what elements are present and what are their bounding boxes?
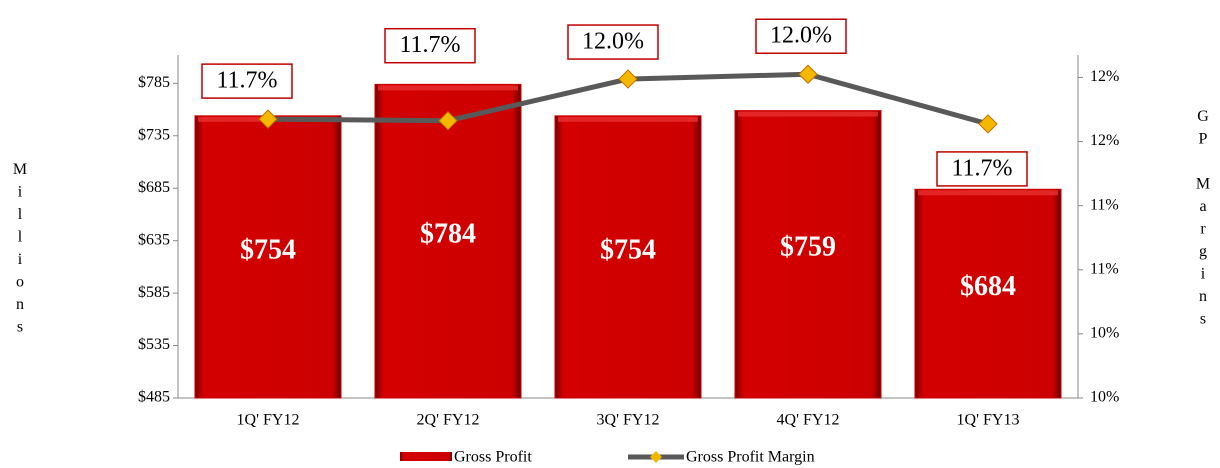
bar: [194, 115, 342, 399]
y-tick-label: $485: [138, 389, 170, 406]
bar: [734, 110, 882, 399]
y2-tick-label: 11%: [1090, 260, 1119, 277]
bar: [914, 188, 1062, 399]
line-marker: [978, 114, 998, 134]
bar-value-label: $759: [780, 232, 836, 263]
y2-tick-label: 11%: [1090, 196, 1119, 213]
value-label-box: [201, 63, 293, 99]
bar-value-label: $784: [420, 219, 476, 250]
line-marker: [438, 111, 458, 131]
line-value-label: 11.7%: [399, 32, 460, 58]
y-tick-label: $735: [138, 126, 170, 143]
line-marker: [618, 69, 638, 89]
bar-value-label: $754: [600, 234, 656, 265]
x-tick-label: 2Q' FY12: [417, 412, 480, 429]
line-value-label: 11.7%: [951, 155, 1012, 181]
bar-value-label: $754: [240, 234, 296, 265]
y-tick-label: $785: [138, 74, 170, 91]
bar: [374, 83, 522, 399]
x-tick-label: 4Q' FY12: [777, 412, 840, 429]
bar-highlight: [918, 190, 1058, 196]
x-tick-label: 3Q' FY12: [597, 412, 660, 429]
line-marker: [258, 109, 278, 129]
x-tick-label: 1Q' FY13: [957, 412, 1020, 429]
y-tick-label: $635: [138, 231, 170, 248]
x-tick-label: 1Q' FY12: [237, 412, 300, 429]
y-tick-label: $585: [138, 284, 170, 301]
y2-tick-label: 12%: [1090, 68, 1119, 85]
bar: [554, 115, 702, 399]
y-tick-label: $685: [138, 179, 170, 196]
value-label-box: [567, 24, 659, 60]
y-tick-label: $535: [138, 336, 170, 353]
bar-highlight: [738, 111, 878, 117]
line-value-label: 12.0%: [770, 23, 832, 49]
bar-value-label: $684: [960, 271, 1016, 302]
line-marker: [798, 64, 818, 84]
line-value-label: 11.7%: [216, 68, 277, 94]
y2-tick-label: 10%: [1090, 389, 1119, 406]
y2-tick-label: 10%: [1090, 325, 1119, 342]
legend-swatch: [400, 452, 452, 461]
value-label-box: [755, 18, 847, 54]
value-label-box: [936, 151, 1028, 187]
value-label-box: [384, 27, 476, 64]
bar-highlight: [378, 85, 518, 91]
legend-marker: [650, 451, 662, 463]
y2-tick-label: 12%: [1090, 132, 1119, 149]
bar-highlight: [558, 116, 698, 122]
line-value-label: 12.0%: [582, 29, 644, 55]
legend-label: Gross Profit Margin: [686, 449, 815, 466]
legend-label: Gross Profit: [454, 449, 532, 466]
